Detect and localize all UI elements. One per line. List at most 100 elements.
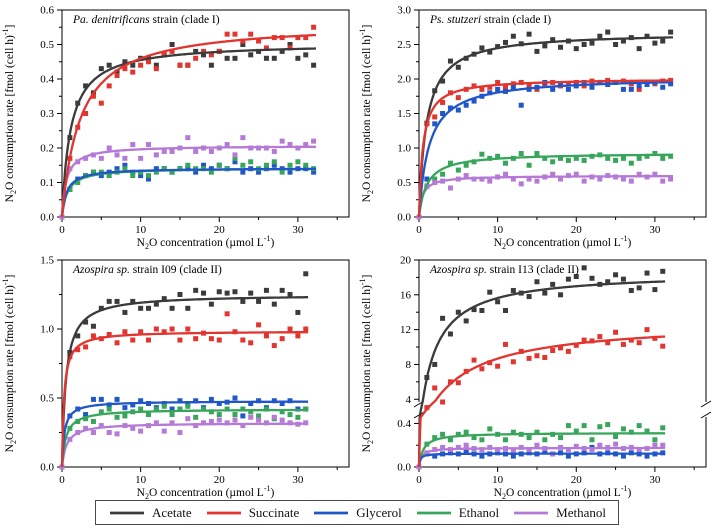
y-axis-label: N2O consumption rate [fmol (cell h)-1] (1, 275, 18, 453)
svg-text:0.6: 0.6 (40, 5, 54, 17)
axes (57, 9, 350, 222)
legend-label-glycerol: Glycerol (356, 504, 402, 520)
legend-label-methanol: Methanol (556, 504, 606, 520)
fit-curve-acetate (60, 47, 316, 218)
svg-text:10: 10 (492, 474, 504, 486)
svg-text:4: 4 (406, 394, 412, 406)
panel-title: Azospira sp. strain I13 (clade II) (429, 264, 579, 276)
panel-azospira-i09: 0 10 20 30 0.0 0.5 1.0 1.5 Azospira sp. strain I… (0, 250, 357, 501)
fit-curve-acetate (417, 36, 673, 218)
svg-text:2.5: 2.5 (397, 39, 411, 51)
ticks (414, 259, 695, 472)
svg-text:30: 30 (292, 474, 304, 486)
fit-curve-methanol (60, 422, 309, 468)
svg-text:30: 30 (292, 224, 304, 236)
svg-text:20: 20 (571, 474, 583, 486)
chart-pa-denitrificans: 0 10 20 30 0.0 0.1 0.2 0.3 0.4 0.5 0.6 Pa. denitrif… (1, 5, 350, 251)
svg-text:30: 30 (649, 474, 661, 486)
scatter-glycerol (59, 395, 309, 470)
scatter-ethanol (59, 403, 309, 470)
fit-curve-succinate (417, 335, 666, 468)
y-axis-label: N2O consumption rate [fmol (cell h)-1] (358, 25, 375, 203)
axes (414, 259, 707, 472)
legend-label-ethanol: Ethanol (458, 504, 500, 520)
fit-curve-methanol (60, 145, 316, 218)
fit-curve-glycerol (60, 167, 316, 218)
scatter-ethanol (416, 151, 674, 220)
svg-text:10: 10 (135, 224, 147, 236)
axis-break-marks (413, 400, 712, 419)
fit-curve-glycerol (60, 400, 309, 468)
legend-label-succinate: Succinate (248, 504, 300, 520)
scatter-succinate (59, 311, 309, 470)
svg-text:0.5: 0.5 (40, 39, 54, 51)
svg-text:30: 30 (649, 224, 661, 236)
succinate-line-swatch (206, 511, 241, 514)
panel-title: Azospira sp. strain I09 (clade II) (72, 264, 222, 276)
tick-labels: 0 10 20 30 0.0 0.5 1.0 1.5 2.0 2.5 3.0 (397, 5, 661, 237)
scatter-methanol (416, 441, 666, 470)
svg-text:10: 10 (135, 474, 147, 486)
svg-text:0: 0 (416, 474, 422, 486)
scatter-acetate (416, 265, 666, 470)
svg-text:0.4: 0.4 (397, 418, 411, 430)
scatter-ethanol (416, 422, 666, 470)
legend-item-acetate: Acetate (108, 505, 192, 521)
y-axis-label: N2O consumption rate [fmol (cell h)-1] (358, 275, 375, 453)
svg-text:0: 0 (59, 224, 65, 236)
svg-text:3.0: 3.0 (397, 5, 411, 17)
methanol-line-swatch (514, 511, 549, 514)
svg-text:0.5: 0.5 (397, 177, 411, 189)
fit-curve-acetate (417, 280, 666, 468)
svg-text:1.5: 1.5 (40, 255, 54, 267)
svg-text:0.0: 0.0 (40, 212, 54, 224)
acetate-line-swatch (110, 511, 144, 514)
svg-text:20: 20 (400, 255, 412, 267)
legend-label-acetate: Acetate (152, 504, 192, 520)
legend-item-ethanol: Ethanol (415, 505, 499, 521)
tick-labels: 0 10 20 30 0.0 0.4 4 8 12 16 20 (397, 255, 661, 487)
svg-text:0: 0 (416, 224, 422, 236)
panel-ps-stutzeri: 0 10 20 30 0.0 0.5 1.0 1.5 2.0 2.5 3.0 Ps. stutzeri… (357, 0, 714, 251)
svg-text:0.3: 0.3 (40, 108, 54, 120)
scatter-acetate (416, 29, 674, 220)
svg-text:20: 20 (214, 474, 226, 486)
panel-title: Ps. stutzeri strain (clade I) (429, 14, 551, 26)
x-axis-label: N2O concentration (µmol L-1) (137, 484, 275, 500)
fit-curve-succinate (417, 79, 673, 218)
scatter-acetate (59, 42, 317, 220)
svg-text:0.4: 0.4 (40, 74, 54, 86)
fit-curve-ethanol (417, 153, 673, 218)
ethanol-line-swatch (416, 511, 451, 514)
panel-azospira-i13: 0 10 20 30 0.0 0.4 4 8 12 16 20 Azospira sp. strain… (357, 250, 714, 501)
svg-text:0.2: 0.2 (40, 143, 54, 155)
chart-ps-stutzeri: 0 10 20 30 0.0 0.5 1.0 1.5 2.0 2.5 3.0 Ps. stutzeri… (358, 5, 707, 251)
svg-text:8: 8 (406, 359, 412, 371)
legend-item-glycerol: Glycerol (312, 504, 402, 521)
x-axis-label: N2O concentration (µmol L-1) (494, 234, 632, 250)
fit-curve-ethanol (417, 432, 666, 468)
scatter-glycerol (416, 79, 674, 220)
svg-text:10: 10 (492, 224, 504, 236)
svg-text:0.0: 0.0 (397, 212, 411, 224)
fit-curve-ethanol (60, 408, 309, 468)
x-axis-label: N2O concentration (µmol L-1) (137, 234, 275, 250)
fit-curve-succinate (60, 33, 317, 218)
svg-text:16: 16 (400, 289, 412, 301)
fit-curve-succinate (60, 331, 309, 468)
fit-curve-methanol (417, 446, 666, 468)
svg-text:0.5: 0.5 (40, 393, 54, 405)
legend-row: Acetate Succinate Glycerol Ethanol Metha… (0, 500, 714, 530)
svg-text:12: 12 (400, 324, 411, 336)
svg-text:20: 20 (214, 224, 226, 236)
fit-curve-glycerol (417, 80, 674, 218)
chart-azospira-i13: 0 10 20 30 0.0 0.4 4 8 12 16 20 Azospira sp. strain… (358, 255, 712, 501)
scatter-ethanol (59, 155, 317, 220)
svg-text:2.0: 2.0 (397, 74, 411, 86)
legend: Acetate Succinate Glycerol Ethanol Metha… (95, 500, 619, 525)
svg-text:20: 20 (571, 224, 583, 236)
fit-curve-glycerol (417, 452, 666, 468)
chart-azospira-i09: 0 10 20 30 0.0 0.5 1.0 1.5 Azospira sp. strain I… (1, 255, 350, 501)
svg-text:0.1: 0.1 (40, 177, 54, 189)
